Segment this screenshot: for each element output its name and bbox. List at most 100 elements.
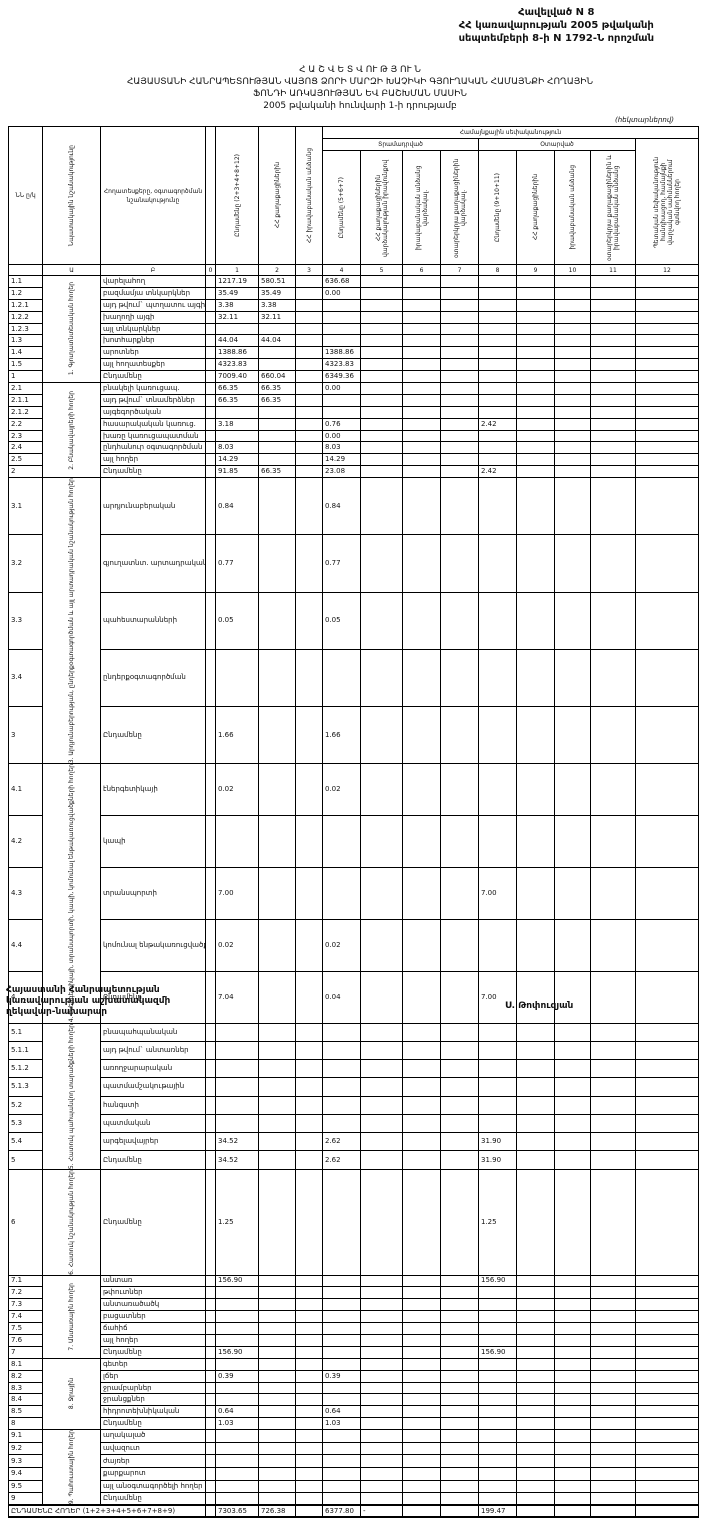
value-cell	[590, 970, 636, 1024]
value-cell	[478, 1405, 517, 1419]
value-cell	[295, 648, 323, 708]
value-cell	[205, 1369, 216, 1383]
value-cell	[516, 358, 555, 372]
value-cell	[402, 1345, 441, 1359]
value-cell	[322, 322, 361, 336]
column-header-text: Պետական սեփականություն հանդիսացող, համայ…	[653, 155, 681, 248]
value-cell	[360, 1286, 403, 1300]
value-cell: 1.03	[215, 1417, 259, 1431]
value-cell	[205, 358, 216, 372]
value-cell	[402, 286, 441, 300]
value-cell	[322, 393, 361, 407]
value-cell: 35.49	[215, 286, 259, 300]
value-cell	[635, 441, 699, 455]
value-cell	[205, 310, 216, 324]
value-cell: 35.49	[258, 286, 296, 300]
value-cell	[215, 815, 259, 869]
value-cell	[440, 334, 479, 348]
value-cell	[215, 1492, 259, 1506]
value-cell	[205, 1113, 216, 1134]
value-cell	[402, 1274, 441, 1288]
value-cell	[215, 1381, 259, 1395]
value-cell	[516, 1479, 555, 1494]
group-label: 4. Էներգետիկայի, տրանսպորտի, կապի, կոմու…	[68, 764, 75, 1023]
value-cell	[322, 815, 361, 869]
value-cell	[205, 1286, 216, 1300]
value-cell	[590, 465, 636, 479]
value-cell	[402, 477, 441, 536]
value-cell	[440, 1334, 479, 1347]
data-row: 5.1.1 այդ թվում` անտառներ	[8, 1040, 699, 1061]
data-row: 3.1 3. Արդյունաբերության, ընդերքօգտագործմ…	[8, 477, 699, 765]
value-cell	[554, 1077, 591, 1097]
value-cell	[402, 1077, 441, 1097]
value-cell	[590, 1059, 636, 1079]
value-cell	[402, 370, 441, 384]
data-row: 1.4 արոտներ 1388.86 1388.86	[8, 346, 699, 360]
value-cell	[478, 648, 517, 708]
value-cell	[478, 453, 517, 467]
value-cell	[360, 918, 403, 972]
value-cell	[440, 1298, 479, 1312]
value-cell	[635, 1150, 699, 1170]
value-cell	[402, 1059, 441, 1079]
value-cell	[205, 465, 216, 479]
row-number: 5.1	[8, 1022, 43, 1042]
value-cell	[205, 815, 216, 869]
value-cell: 156.90	[478, 1274, 517, 1288]
column-header: ՆՆ ը/կ	[8, 126, 43, 265]
row-number: 9.1	[8, 1429, 43, 1443]
value-cell	[295, 1040, 323, 1061]
value-cell	[215, 322, 259, 336]
value-cell: 7.00	[478, 970, 517, 1024]
value-cell	[440, 275, 479, 288]
row-name: այգեգործական	[100, 405, 206, 419]
row-number: 2.1.1	[8, 393, 43, 407]
value-cell	[440, 465, 479, 479]
value-cell	[554, 1150, 591, 1170]
value-cell	[635, 1504, 699, 1518]
value-cell	[215, 1040, 259, 1061]
value-cell	[554, 1479, 591, 1494]
value-cell	[402, 275, 441, 288]
value-cell	[205, 1059, 216, 1079]
value-cell	[516, 1132, 555, 1152]
value-cell	[402, 1022, 441, 1042]
value-cell	[590, 591, 636, 650]
value-cell	[478, 298, 517, 312]
value-cell	[205, 1168, 216, 1276]
value-cell	[258, 1429, 296, 1443]
row-number: 5	[8, 1150, 43, 1170]
column-header-text: ՀՀ իրավաբանական անձանց	[305, 148, 313, 243]
value-cell	[402, 1357, 441, 1371]
value-cell	[516, 393, 555, 407]
row-name: արգելավայրեր	[100, 1132, 206, 1152]
value-cell	[635, 1040, 699, 1061]
value-cell	[554, 1369, 591, 1383]
data-row: 7.6 այլ հողեր	[8, 1334, 699, 1347]
value-cell	[554, 441, 591, 455]
value-cell	[516, 1095, 555, 1115]
value-cell	[205, 393, 216, 407]
value-cell	[478, 358, 517, 372]
value-cell	[590, 417, 636, 431]
row-number: 8.3	[8, 1381, 43, 1395]
title-line: ՀԱՅԱՍՏԱՆԻ ՀԱՆՐԱՊԵՏՈՒԹՅԱՆ ՎԱՅՈՑ ՁՈՐԻ ՄԱՐԶ…	[126, 77, 594, 87]
value-cell	[295, 477, 323, 536]
value-cell	[402, 970, 441, 1024]
row-number: 2.3	[8, 429, 43, 443]
value-cell: 1388.86	[322, 346, 361, 360]
row-name: անտառածածկ	[100, 1298, 206, 1312]
column-header-text: Հողատեսքերը, օգտագործման նշանակությունը	[103, 187, 203, 204]
data-row: 2.5 այլ հողեր 14.29 14.29	[8, 453, 699, 467]
row-name: հանգստի	[100, 1095, 206, 1115]
data-row: 1.5 այլ հողատեսքեր 4323.83 4323.83	[8, 358, 699, 372]
value-cell	[322, 648, 361, 708]
value-cell: 66.35	[258, 393, 296, 407]
row-number: 7.5	[8, 1322, 43, 1335]
value-cell	[516, 322, 555, 336]
value-cell	[258, 1381, 296, 1395]
value-cell	[440, 429, 479, 443]
value-cell	[258, 1441, 296, 1456]
value-cell	[258, 1393, 296, 1407]
